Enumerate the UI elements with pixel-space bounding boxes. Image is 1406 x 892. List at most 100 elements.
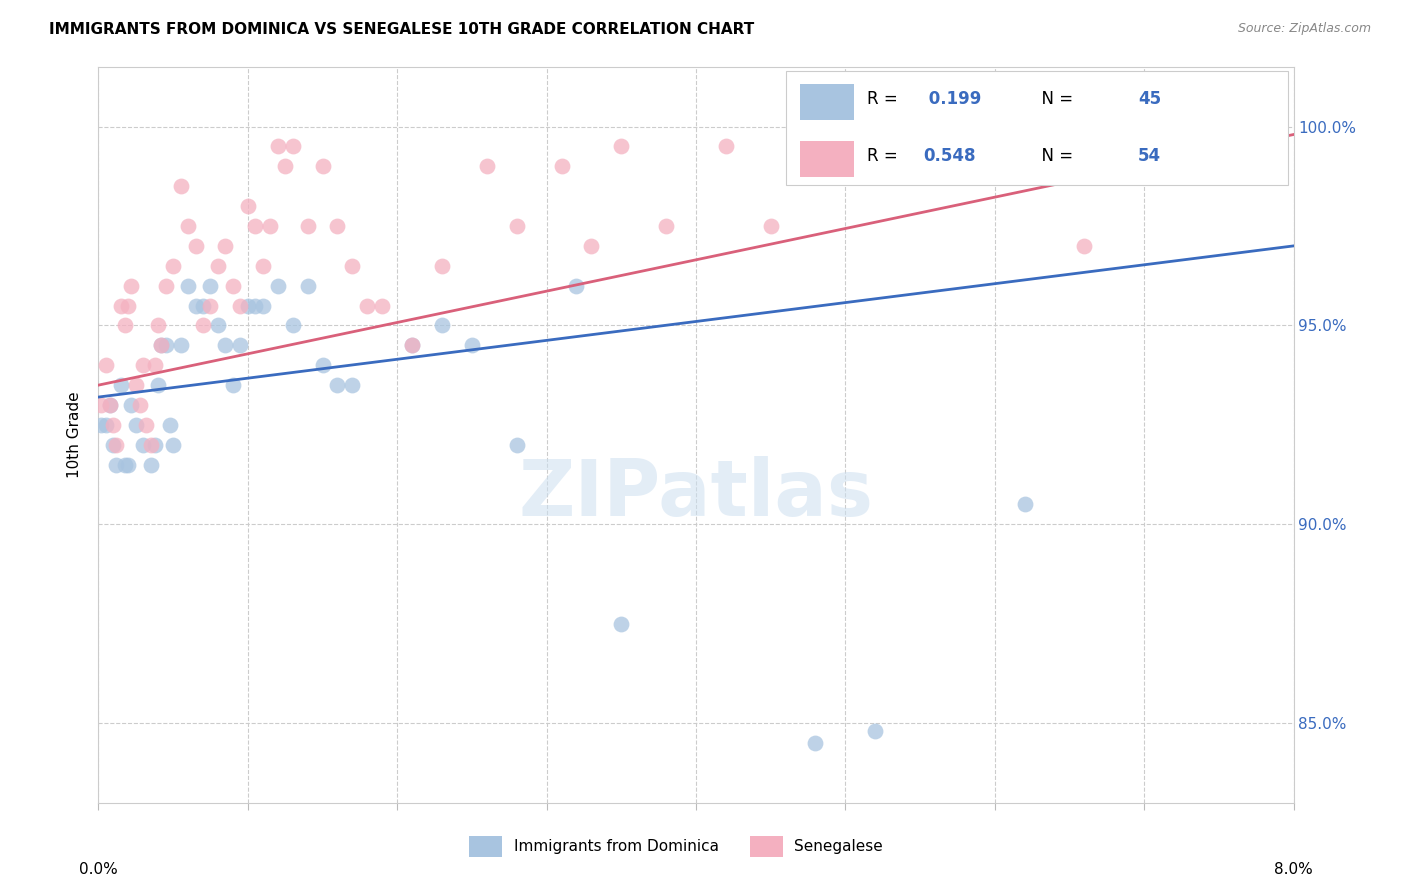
Point — [1059, 139, 1081, 153]
Point — [371, 299, 394, 313]
Point — [281, 139, 304, 153]
Point — [259, 219, 281, 233]
Point — [759, 219, 782, 233]
Point — [222, 378, 245, 392]
FancyBboxPatch shape — [800, 142, 853, 177]
Point — [155, 338, 177, 352]
Point — [98, 398, 122, 412]
Point — [475, 159, 498, 173]
Point — [139, 438, 162, 452]
FancyBboxPatch shape — [470, 836, 502, 856]
Point — [191, 299, 214, 313]
Point — [148, 378, 170, 392]
Point — [98, 398, 122, 412]
Point — [281, 318, 304, 333]
Point — [129, 398, 152, 412]
Point — [430, 318, 453, 333]
Point — [214, 239, 236, 253]
Point — [94, 358, 117, 372]
Point — [229, 338, 252, 352]
FancyBboxPatch shape — [786, 70, 1288, 185]
Point — [177, 278, 200, 293]
Point — [550, 159, 572, 173]
Point — [430, 259, 453, 273]
Point — [311, 358, 333, 372]
Point — [105, 458, 128, 472]
Point — [461, 338, 484, 352]
Point — [229, 299, 252, 313]
Point — [236, 199, 259, 213]
Y-axis label: 10th Grade: 10th Grade — [67, 392, 83, 478]
Point — [267, 278, 290, 293]
Point — [714, 139, 737, 153]
Text: 45: 45 — [1139, 90, 1161, 108]
Text: 0.199: 0.199 — [922, 90, 981, 108]
Point — [117, 299, 139, 313]
Point — [110, 299, 132, 313]
Point — [200, 278, 222, 293]
Point — [120, 398, 142, 412]
Point — [245, 299, 267, 313]
Point — [236, 299, 259, 313]
Point — [506, 219, 529, 233]
Point — [401, 338, 423, 352]
Point — [610, 616, 633, 631]
Point — [1073, 239, 1095, 253]
Point — [184, 299, 207, 313]
Point — [148, 318, 170, 333]
Point — [162, 259, 184, 273]
Point — [311, 159, 333, 173]
Text: Senegalese: Senegalese — [794, 838, 883, 854]
Point — [117, 458, 139, 472]
Point — [143, 438, 166, 452]
Point — [207, 259, 229, 273]
Text: ZIPatlas: ZIPatlas — [519, 456, 873, 532]
Point — [1014, 498, 1036, 512]
Text: R =: R = — [868, 147, 903, 165]
Point — [103, 438, 125, 452]
Point — [135, 417, 157, 432]
Point — [150, 338, 173, 352]
Point — [114, 458, 136, 472]
Text: 0.0%: 0.0% — [79, 863, 118, 878]
FancyBboxPatch shape — [800, 85, 853, 120]
Point — [169, 179, 191, 194]
Point — [267, 139, 290, 153]
Point — [125, 417, 148, 432]
Point — [103, 417, 125, 432]
Text: N =: N = — [1031, 147, 1078, 165]
Point — [655, 219, 678, 233]
Point — [110, 378, 132, 392]
Point — [90, 417, 112, 432]
Point — [297, 278, 319, 293]
Point — [245, 219, 267, 233]
Text: R =: R = — [868, 90, 903, 108]
Point — [139, 458, 162, 472]
Point — [214, 338, 236, 352]
Point — [297, 219, 319, 233]
Point — [191, 318, 214, 333]
Point — [162, 438, 184, 452]
Point — [274, 159, 297, 173]
Point — [865, 724, 887, 739]
FancyBboxPatch shape — [749, 836, 783, 856]
Point — [105, 438, 128, 452]
Point — [342, 259, 364, 273]
Point — [252, 259, 274, 273]
Point — [326, 219, 349, 233]
Point — [150, 338, 173, 352]
Point — [804, 736, 827, 750]
Point — [200, 299, 222, 313]
Point — [326, 378, 349, 392]
Text: 0.548: 0.548 — [922, 147, 976, 165]
Point — [401, 338, 423, 352]
Point — [120, 278, 142, 293]
Point — [177, 219, 200, 233]
Point — [125, 378, 148, 392]
Point — [90, 398, 112, 412]
Point — [114, 318, 136, 333]
Point — [143, 358, 166, 372]
Point — [159, 417, 181, 432]
Point — [207, 318, 229, 333]
Point — [506, 438, 529, 452]
